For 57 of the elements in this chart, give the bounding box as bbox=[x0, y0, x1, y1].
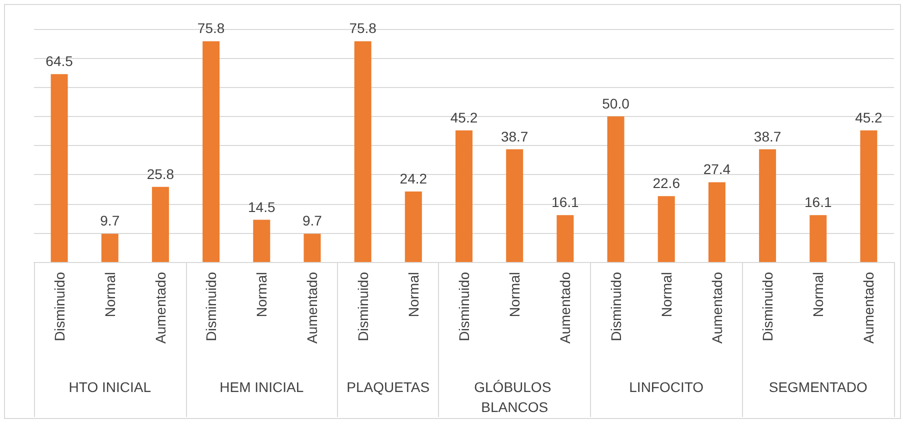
data-label: 27.4 bbox=[703, 161, 731, 178]
x-tick-label: Disminuido bbox=[51, 272, 68, 342]
text: GLÓBULOS BLANCOS bbox=[474, 379, 556, 415]
data-label: 24.2 bbox=[400, 170, 428, 187]
x-tick-label: Disminuido bbox=[608, 272, 624, 342]
bar bbox=[607, 116, 624, 262]
bar bbox=[810, 215, 827, 262]
bar bbox=[253, 220, 270, 262]
data-label: 9.7 bbox=[302, 212, 322, 229]
data-label: 9.7 bbox=[100, 212, 120, 229]
bar bbox=[404, 192, 422, 262]
x-tick-label: Normal bbox=[254, 272, 270, 318]
text: SEGMENTADO bbox=[768, 379, 868, 395]
x-tick-label: Normal bbox=[102, 272, 118, 318]
data-label: 22.6 bbox=[652, 175, 680, 192]
data-label: 14.5 bbox=[248, 198, 276, 215]
data-label: 45.2 bbox=[855, 109, 883, 126]
x-tick-label: Disminuido bbox=[456, 272, 472, 342]
data-label: 16.1 bbox=[804, 194, 832, 210]
x-tick-label: Disminuido bbox=[354, 272, 371, 342]
x-tick-label: Aumentado bbox=[152, 272, 168, 344]
text: HEM INICIAL bbox=[220, 379, 304, 395]
x-tick-label: Aumentado bbox=[860, 272, 877, 344]
data-label: 16.1 bbox=[552, 194, 580, 210]
x-tick-label: Aumentado bbox=[557, 272, 574, 344]
data-label: 75.8 bbox=[197, 20, 225, 36]
data-label: 45.2 bbox=[450, 109, 478, 126]
bar bbox=[708, 182, 726, 262]
bar bbox=[860, 130, 878, 262]
x-tick-label: Normal bbox=[405, 272, 422, 318]
x-tick-label: Aumentado bbox=[708, 272, 725, 344]
bar bbox=[658, 196, 675, 262]
data-label: 25.8 bbox=[146, 166, 174, 182]
x-tick-label: Aumentado bbox=[304, 272, 320, 344]
bar bbox=[354, 41, 372, 262]
text: PLAQUETAS bbox=[346, 379, 430, 395]
data-label: 64.5 bbox=[46, 53, 74, 70]
bar bbox=[456, 130, 472, 262]
x-tick-label: Normal bbox=[506, 272, 523, 318]
x-tick-label: Normal bbox=[810, 272, 826, 318]
bar bbox=[556, 215, 574, 262]
data-label: 75.8 bbox=[349, 20, 377, 36]
x-tick-label: Normal bbox=[658, 272, 674, 318]
bar bbox=[202, 41, 220, 262]
bar bbox=[304, 234, 321, 262]
data-label: 38.7 bbox=[500, 128, 528, 144]
text: HTO INICIAL bbox=[68, 379, 152, 395]
data-label: 50.0 bbox=[602, 95, 630, 112]
x-tick-label: Disminuido bbox=[760, 272, 776, 342]
bar bbox=[152, 186, 169, 262]
bar bbox=[50, 74, 68, 262]
text: LINFOCITO bbox=[629, 379, 704, 395]
bar bbox=[759, 149, 776, 262]
data-label: 38.7 bbox=[754, 128, 782, 144]
bar bbox=[506, 149, 524, 262]
bar bbox=[101, 234, 118, 262]
x-tick-label: Disminuido bbox=[203, 272, 220, 342]
